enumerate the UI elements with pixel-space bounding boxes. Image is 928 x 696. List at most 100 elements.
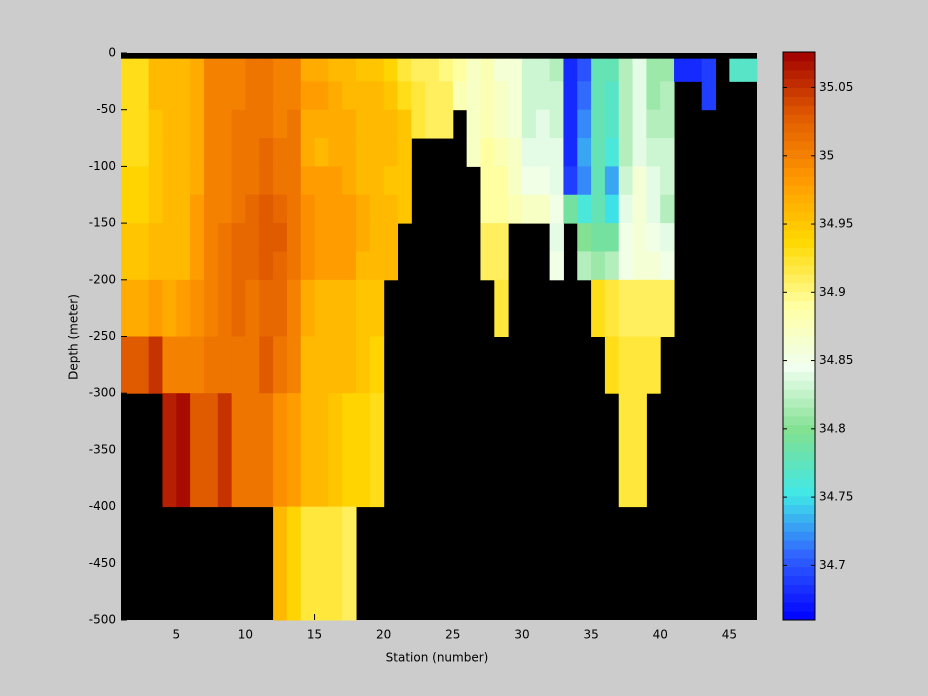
cell	[190, 279, 205, 337]
cell	[314, 194, 329, 224]
cell	[273, 251, 288, 281]
cell	[245, 194, 260, 224]
cell	[176, 336, 191, 394]
cell	[134, 109, 150, 139]
cell	[618, 138, 634, 167]
cell	[286, 81, 302, 111]
cell	[604, 251, 620, 281]
cell	[162, 138, 177, 167]
cell	[591, 166, 606, 196]
cell	[273, 506, 288, 621]
cell	[369, 109, 385, 139]
cell	[176, 109, 191, 139]
colorbar-tick-label: 34.7	[819, 558, 846, 572]
colorbar-swatch	[783, 415, 815, 426]
cell	[328, 279, 343, 337]
cell	[618, 166, 634, 196]
cell	[494, 279, 509, 337]
colorbar-swatch	[783, 238, 815, 248]
cell	[259, 336, 274, 394]
cell	[300, 251, 316, 281]
cell	[190, 194, 205, 224]
colorbar-swatch	[783, 69, 815, 80]
cell	[245, 279, 260, 337]
colorbar-swatch	[783, 371, 815, 381]
cell	[591, 279, 606, 337]
cell	[231, 336, 246, 394]
cell	[245, 336, 260, 394]
cell	[563, 58, 578, 82]
x-axis-label: Station (number)	[386, 651, 489, 665]
colorbar-swatch	[783, 96, 815, 106]
cell	[494, 58, 509, 82]
cell	[646, 279, 661, 337]
cell	[328, 336, 343, 394]
cell	[162, 393, 177, 508]
colorbar-swatch	[783, 584, 815, 594]
colorbar-swatch	[783, 194, 815, 204]
cell	[383, 58, 399, 82]
colorbar-swatch	[783, 504, 815, 514]
cell	[466, 109, 481, 139]
cell	[148, 109, 163, 139]
colorbar-swatch	[783, 282, 815, 293]
cell	[618, 223, 634, 252]
cell	[369, 223, 385, 252]
colorbar-swatch	[783, 256, 815, 266]
colorbar-tick-label: 34.75	[819, 490, 853, 504]
cell	[632, 393, 647, 508]
cell	[217, 166, 233, 196]
cell	[286, 109, 302, 139]
cell	[203, 166, 219, 196]
cell	[245, 251, 260, 281]
cell	[480, 109, 495, 139]
cell	[369, 81, 385, 111]
y-tick-label: -250	[89, 329, 116, 343]
colorbar-swatch	[783, 327, 815, 337]
cell	[300, 393, 316, 508]
cell	[162, 109, 177, 139]
cell	[356, 58, 371, 82]
cell	[356, 279, 371, 337]
cell	[134, 166, 150, 196]
cell	[494, 109, 509, 139]
cell	[466, 58, 481, 82]
cell	[273, 81, 288, 111]
cell	[259, 58, 274, 82]
cell	[245, 166, 260, 196]
cell	[148, 138, 163, 167]
cell	[121, 251, 136, 281]
colorbar-swatch	[783, 469, 815, 479]
colorbar-swatch	[783, 52, 815, 62]
cell	[535, 138, 551, 167]
cell	[369, 194, 385, 224]
cell	[328, 393, 343, 508]
colorbar-swatch	[783, 309, 815, 319]
cell	[217, 251, 233, 281]
cell	[148, 336, 163, 394]
cell	[134, 336, 150, 394]
cell	[494, 194, 509, 224]
cell	[259, 393, 274, 508]
colorbar-swatch	[783, 540, 815, 550]
cell	[342, 223, 357, 252]
colorbar-swatch	[783, 611, 815, 621]
colorbar-swatch	[783, 229, 815, 239]
cell	[217, 138, 233, 167]
cell	[286, 138, 302, 167]
cell	[632, 194, 647, 224]
cell	[148, 279, 163, 337]
y-tick-label: -100	[89, 159, 116, 173]
colorbar-swatch	[783, 211, 815, 222]
cell	[148, 81, 163, 111]
cell	[577, 223, 592, 252]
cell	[577, 251, 592, 281]
cell	[286, 279, 302, 337]
cell	[646, 58, 661, 82]
cell	[245, 138, 260, 167]
colorbar-swatch	[783, 451, 815, 461]
cell	[203, 251, 219, 281]
cell	[604, 138, 620, 167]
cell	[397, 58, 412, 82]
y-tick-label: 0	[108, 46, 116, 60]
